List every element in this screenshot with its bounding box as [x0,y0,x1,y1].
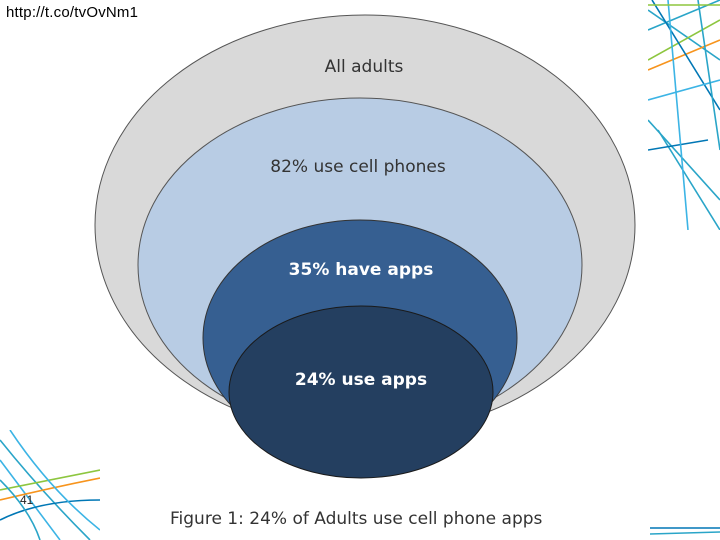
ring-label-use-apps: 24% use apps [295,370,427,390]
decorative-lines-top-right [648,0,720,230]
decorative-lines-bottom-right [650,527,720,535]
ring-use-apps [228,305,494,479]
decorative-lines-bottom-left [0,430,100,540]
url-label: http://t.co/tvOvNm1 [6,4,139,21]
slide-number: 41 [20,493,34,507]
ring-label-have-apps: 35% have apps [289,260,434,280]
nested-ellipse-diagram: All adults 82% use cell phones 35% have … [94,14,636,479]
ring-label-use-cell-phones: 82% use cell phones [270,157,446,177]
figure-caption: Figure 1: 24% of Adults use cell phone a… [170,509,543,529]
ring-label-all-adults: All adults [325,57,404,77]
